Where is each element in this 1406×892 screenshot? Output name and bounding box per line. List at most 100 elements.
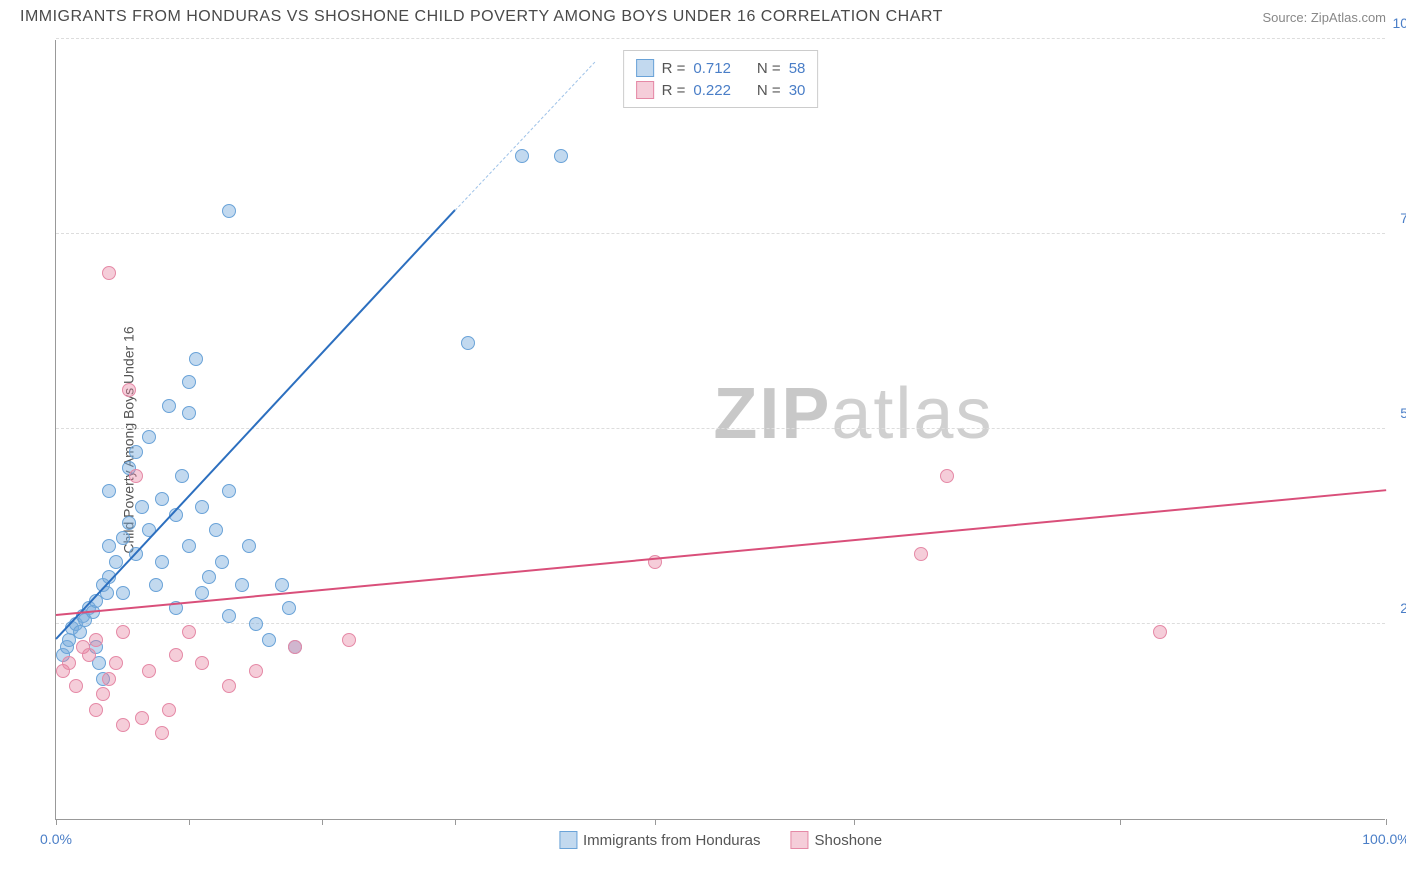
data-point bbox=[155, 555, 169, 569]
data-point bbox=[182, 375, 196, 389]
data-point bbox=[242, 539, 256, 553]
data-point bbox=[209, 523, 223, 537]
data-point bbox=[122, 516, 136, 530]
series-legend: Immigrants from Honduras Shoshone bbox=[559, 831, 882, 849]
data-point bbox=[89, 633, 103, 647]
legend-r-label: R = bbox=[662, 60, 686, 77]
data-point bbox=[169, 648, 183, 662]
data-point bbox=[515, 149, 529, 163]
scatter-plot-area: ZIPatlas R =0.712N =58R =0.222N =30 Immi… bbox=[55, 40, 1385, 820]
x-tick bbox=[56, 819, 57, 825]
data-point bbox=[175, 469, 189, 483]
legend-n-value: 30 bbox=[789, 82, 806, 99]
y-tick-label: 50.0% bbox=[1400, 405, 1406, 421]
data-point bbox=[222, 679, 236, 693]
data-point bbox=[142, 664, 156, 678]
data-point bbox=[182, 625, 196, 639]
y-tick-label: 100.0% bbox=[1393, 15, 1406, 31]
data-point bbox=[116, 586, 130, 600]
data-point bbox=[142, 430, 156, 444]
x-tick-label: 0.0% bbox=[40, 831, 72, 847]
data-point bbox=[82, 648, 96, 662]
data-point bbox=[102, 484, 116, 498]
y-tick-label: 25.0% bbox=[1400, 600, 1406, 616]
data-point bbox=[129, 445, 143, 459]
data-point bbox=[195, 500, 209, 514]
legend-row: R = 0.222 N = 30 bbox=[636, 79, 806, 101]
source-attribution: Source: ZipAtlas.com bbox=[1262, 10, 1386, 25]
data-point bbox=[215, 555, 229, 569]
data-point bbox=[122, 383, 136, 397]
gridline bbox=[56, 233, 1385, 234]
gridline bbox=[56, 38, 1385, 39]
regression-line bbox=[56, 489, 1386, 616]
legend-swatch bbox=[791, 831, 809, 849]
data-point bbox=[109, 656, 123, 670]
correlation-legend: R =0.712N =58R =0.222N =30 bbox=[623, 50, 819, 108]
data-point bbox=[202, 570, 216, 584]
legend-r-value: 0.222 bbox=[693, 82, 731, 99]
data-point bbox=[89, 703, 103, 717]
data-point bbox=[62, 656, 76, 670]
data-point bbox=[249, 664, 263, 678]
data-point bbox=[914, 547, 928, 561]
data-point bbox=[135, 711, 149, 725]
data-point bbox=[182, 406, 196, 420]
x-tick bbox=[854, 819, 855, 825]
x-tick bbox=[1120, 819, 1121, 825]
legend-item: Shoshone bbox=[791, 831, 883, 849]
data-point bbox=[249, 617, 263, 631]
legend-r-label: R = bbox=[662, 82, 686, 99]
legend-n-label: N = bbox=[757, 82, 781, 99]
data-point bbox=[182, 539, 196, 553]
watermark: ZIPatlas bbox=[713, 373, 993, 455]
x-tick-label: 100.0% bbox=[1362, 831, 1406, 847]
data-point bbox=[262, 633, 276, 647]
legend-swatch bbox=[636, 81, 654, 99]
chart-title: IMMIGRANTS FROM HONDURAS VS SHOSHONE CHI… bbox=[20, 8, 943, 26]
legend-series-name: Shoshone bbox=[815, 832, 883, 849]
data-point bbox=[195, 586, 209, 600]
data-point bbox=[102, 672, 116, 686]
data-point bbox=[155, 492, 169, 506]
data-point bbox=[116, 625, 130, 639]
chart-container: Child Poverty Among Boys Under 16 ZIPatl… bbox=[55, 40, 1385, 840]
x-tick bbox=[1386, 819, 1387, 825]
data-point bbox=[96, 687, 110, 701]
gridline bbox=[56, 428, 1385, 429]
legend-row: R =0.712N =58 bbox=[636, 57, 806, 79]
legend-series-name: Immigrants from Honduras bbox=[583, 832, 761, 849]
data-point bbox=[288, 640, 302, 654]
data-point bbox=[162, 399, 176, 413]
data-point bbox=[162, 703, 176, 717]
data-point bbox=[102, 539, 116, 553]
data-point bbox=[222, 484, 236, 498]
y-tick-label: 75.0% bbox=[1400, 210, 1406, 226]
data-point bbox=[222, 204, 236, 218]
legend-swatch bbox=[559, 831, 577, 849]
x-tick bbox=[655, 819, 656, 825]
data-point bbox=[149, 578, 163, 592]
data-point bbox=[275, 578, 289, 592]
data-point bbox=[940, 469, 954, 483]
data-point bbox=[129, 469, 143, 483]
legend-swatch bbox=[636, 59, 654, 77]
data-point bbox=[461, 336, 475, 350]
data-point bbox=[554, 149, 568, 163]
data-point bbox=[135, 500, 149, 514]
data-point bbox=[189, 352, 203, 366]
x-tick bbox=[455, 819, 456, 825]
data-point bbox=[155, 726, 169, 740]
data-point bbox=[1153, 625, 1167, 639]
data-point bbox=[222, 609, 236, 623]
data-point bbox=[69, 679, 83, 693]
x-tick bbox=[189, 819, 190, 825]
data-point bbox=[235, 578, 249, 592]
x-tick bbox=[322, 819, 323, 825]
data-point bbox=[116, 531, 130, 545]
data-point bbox=[342, 633, 356, 647]
data-point bbox=[282, 601, 296, 615]
legend-n-value: 58 bbox=[789, 60, 806, 77]
data-point bbox=[195, 656, 209, 670]
regression-line-dashed bbox=[455, 62, 595, 211]
